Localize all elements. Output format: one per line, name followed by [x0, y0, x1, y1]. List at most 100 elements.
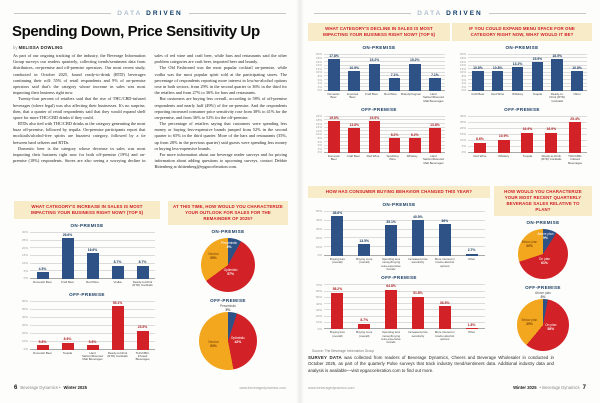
off-premise-label: OFF-PREMISE [69, 291, 105, 297]
bar-value-label: 36.5% [439, 300, 450, 305]
bar-value-label: 8.2% [410, 132, 419, 137]
bar-value-label: 16.6% [87, 248, 98, 253]
y-axis-tick: 40% [21, 315, 28, 320]
gridline [30, 239, 155, 241]
bar [408, 63, 421, 91]
bar [86, 344, 99, 350]
gridline [324, 328, 485, 330]
bar [331, 216, 344, 256]
bar-value-label: 55.1% [112, 300, 123, 305]
article-paragraph: The Old Fashioned was the most popular c… [154, 65, 288, 96]
y-axis-tick: 50% [21, 307, 28, 312]
website-url: www.beveragedynamics.com [308, 386, 355, 390]
bar-column: 58.2% [324, 285, 351, 330]
gridline [30, 247, 155, 249]
category-label: Increased price sensitivity [408, 330, 428, 338]
bar-column: 51.8% [404, 285, 431, 330]
category-label: Vodka [113, 279, 122, 284]
pie-slice-label: Pessimistic 8% [221, 240, 238, 249]
pie-chart-plan-off-premise: Above plan 3% On plan 58% Below plan 39% [517, 291, 569, 351]
bar [411, 220, 424, 256]
category-label: Red Wine [384, 91, 397, 96]
article-paragraph: As part of our ongoing tracking of the i… [13, 53, 146, 96]
y-axis-tick: 20% [21, 245, 28, 250]
bar-value-label: 26.6% [62, 232, 73, 237]
bar-value-label: 10.8% [492, 66, 503, 71]
chart-box-expand: IF YOU COULD EXPAND MENU SPACE FOR ONE C… [452, 23, 592, 165]
header-rule [14, 13, 112, 14]
gridline [30, 231, 155, 233]
article-body: As part of our ongoing tracking of the i… [13, 53, 287, 197]
gridline [324, 119, 445, 121]
bar-value-label: 8.7% [138, 260, 147, 265]
magazine-name: Beverage Dynamics • [20, 385, 61, 390]
gridline [324, 61, 445, 63]
category-label: Domestic Beer [33, 350, 52, 355]
y-axis-tick: 0% [461, 150, 466, 155]
chart-box-title: WHAT CATEGORY'S DECLINE IN SALES IS MOST… [308, 23, 450, 41]
y-axis-tick: 10% [459, 138, 466, 143]
bar [511, 67, 524, 91]
y-axis-tick: 0% [23, 276, 28, 281]
y-axis-tick: 16% [315, 59, 322, 64]
bar-value-label: 23.5% [137, 325, 148, 330]
issue-name: Winter 2025 [63, 385, 87, 390]
bar-value-label: 35.1% [386, 219, 396, 224]
bar-column: 10.9% [492, 117, 516, 153]
section-header: DATA DRIVEN [14, 10, 286, 17]
bar [571, 71, 583, 91]
y-axis-tick: 20% [459, 52, 466, 57]
bar-chart-increase-on-premise: 0% 5% 10% 15% 20% 25% 30% 4.5% 26.6% 16.6% 8.7% 8.7… [14, 231, 160, 288]
page-right: DATA DRIVEN WHAT CATEGORY'S DECLINE IN S… [300, 0, 600, 403]
bar [472, 71, 484, 91]
bar-column: 10.9% [344, 55, 364, 91]
y-axis-tick: 15% [21, 253, 28, 258]
gridline [324, 75, 445, 77]
bar-value-label: 7.1% [431, 72, 439, 77]
category-axis: Craft Beer Red Wine Whiskey Tequila Ready-to… [468, 92, 587, 103]
category-label: Tequila [522, 153, 533, 158]
bar-column: 19.6% [324, 116, 344, 153]
bar [385, 289, 398, 330]
y-axis-tick: 0% [317, 88, 322, 93]
category-label: Other [573, 91, 581, 96]
gridline [324, 64, 445, 66]
bar [328, 59, 340, 91]
bar-row: 10.8% 10.8% 13.2% 15.9% 18.5% 10.8% [468, 53, 587, 91]
gridline [324, 321, 485, 323]
gridline [324, 210, 485, 212]
gridline [324, 246, 485, 248]
category-label: Hard Seltzer/Flavored Malt Beverages [422, 153, 445, 165]
bar-value-label: 64.8% [386, 284, 396, 289]
category-label: Ready-to-Drink (RTD) Cocktails [132, 279, 153, 288]
bar-value-label: 4.5% [38, 266, 47, 271]
off-premise-label: OFF-PREMISE [525, 284, 561, 290]
category-axis: Red Wine Whiskey Tequila Ready-to-Drink (RT… [468, 154, 587, 165]
bar [388, 138, 401, 153]
chart-plot: 0% 10% 20% 30% 40% 50% 60% 70% 58.2% 8.7% 64.8% 51.… [316, 283, 485, 330]
gridline [30, 340, 155, 342]
y-axis-tick: 2% [461, 84, 466, 89]
chart-plot: 0% 2% 4% 6% 8% 10% 12% 14% 16% 18% 20% 10.8% 10.8% 13… [460, 53, 587, 92]
article-paragraph: For more information about our beverage … [154, 152, 288, 170]
y-axis-tick: 2% [317, 146, 322, 151]
category-label: Domestic Beer [33, 279, 52, 284]
y-axis-tick: 70% [315, 282, 322, 287]
bar-value-label: 10.9% [349, 65, 360, 70]
y-axis-tick: 0% [317, 253, 322, 258]
gridline [324, 290, 485, 292]
category-label: THC/CBD-Infused Beverages [568, 153, 582, 165]
bar-value-label: 18.5% [552, 53, 563, 58]
bar-value-label: 10.8% [572, 66, 582, 71]
category-label: Craft Beer [346, 153, 360, 158]
bar-column: 36% [431, 212, 458, 256]
chart-plot: 0% 2% 4% 6% 8% 10% 12% 14% 16% 18% 20% 17.8% 10.9% 15… [316, 53, 445, 92]
section-header-text: DATA DRIVEN [411, 10, 488, 17]
gridline [468, 79, 587, 81]
bar [358, 323, 371, 330]
bar [348, 71, 361, 91]
pie-slice-label: Neutral 35% [208, 251, 219, 260]
category-label: Ready-to-Drink (RTD) Cocktails [107, 350, 128, 358]
pie-chart-plan-on-premise: Above plan 9% On plan 61% Below plan 30% [518, 228, 568, 279]
